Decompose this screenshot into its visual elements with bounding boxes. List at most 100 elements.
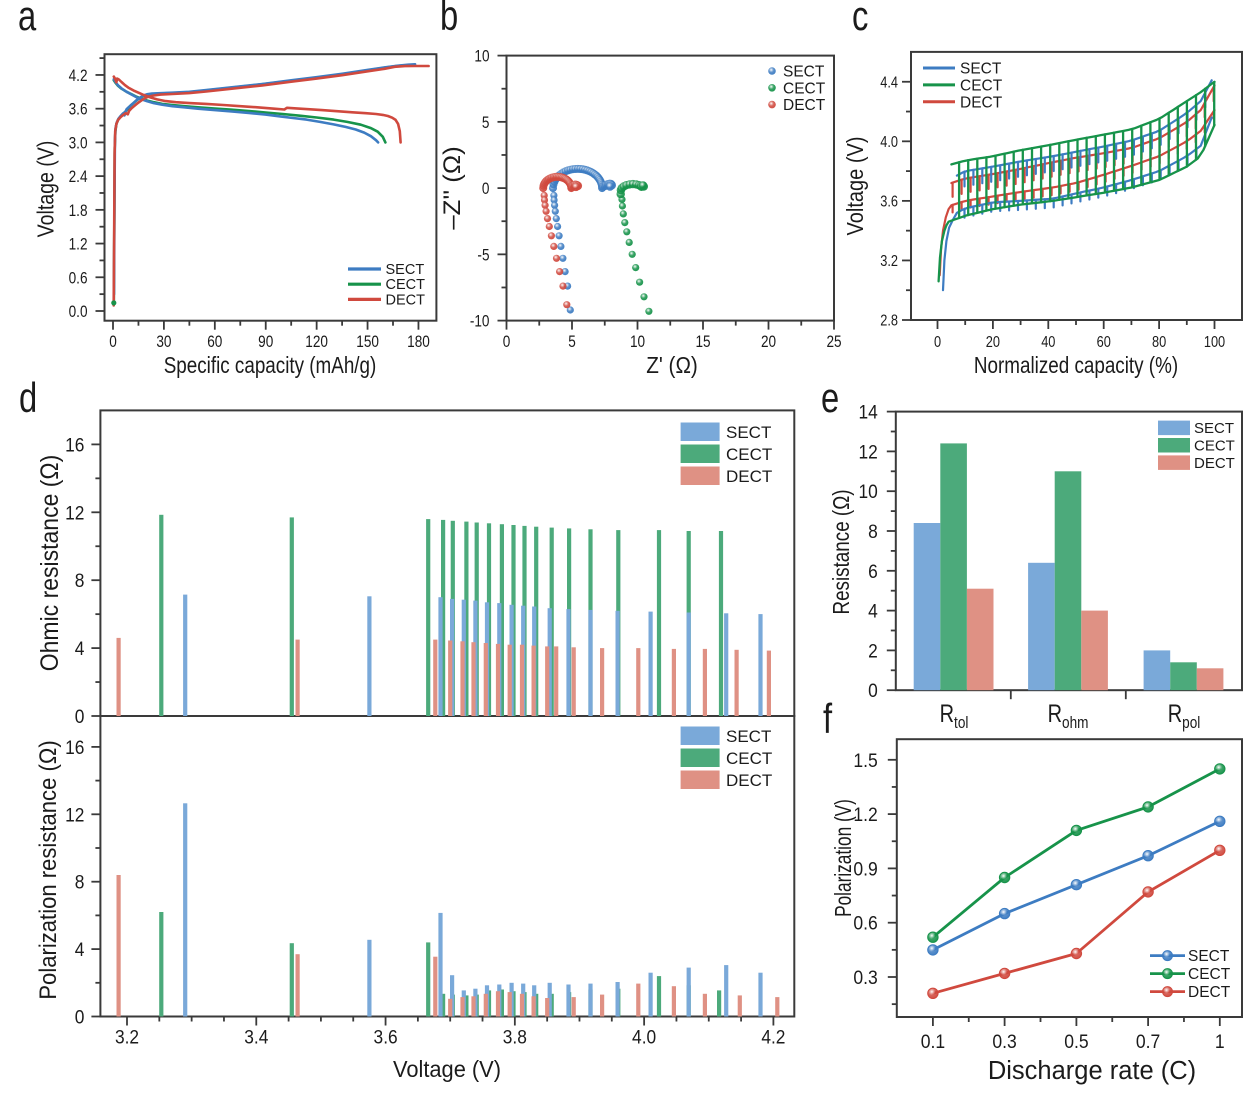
svg-text:0: 0 [503, 333, 511, 352]
svg-text:4: 4 [868, 600, 878, 622]
svg-text:Ohmic resistance (Ω): Ohmic resistance (Ω) [36, 455, 64, 672]
svg-text:CECT: CECT [783, 80, 826, 97]
svg-text:Resistance (Ω): Resistance (Ω) [829, 489, 854, 614]
svg-text:0.1: 0.1 [921, 1030, 945, 1052]
svg-text:8: 8 [75, 569, 85, 591]
svg-text:SECT: SECT [726, 727, 771, 746]
svg-text:CECT: CECT [386, 277, 426, 293]
svg-text:20: 20 [986, 334, 1000, 352]
svg-text:10: 10 [630, 333, 645, 352]
svg-text:3.6: 3.6 [374, 1026, 398, 1048]
svg-text:80: 80 [1152, 334, 1166, 352]
svg-text:Normalized capacity (%): Normalized capacity (%) [974, 353, 1178, 378]
svg-text:DECT: DECT [386, 292, 426, 308]
svg-text:SECT: SECT [726, 423, 771, 442]
svg-text:Voltage (V): Voltage (V) [393, 1056, 501, 1082]
svg-text:2.8: 2.8 [880, 312, 898, 330]
svg-text:–Z'' (Ω): –Z'' (Ω) [439, 146, 466, 229]
svg-text:Voltage (V): Voltage (V) [33, 141, 59, 238]
svg-text:3.2: 3.2 [115, 1026, 139, 1048]
svg-text:60: 60 [1097, 334, 1111, 352]
svg-text:Polarization (V): Polarization (V) [832, 799, 857, 917]
svg-text:60: 60 [207, 333, 222, 352]
svg-text:b: b [440, 0, 458, 39]
svg-text:0: 0 [482, 180, 490, 199]
svg-text:3.6: 3.6 [880, 193, 898, 211]
svg-text:CECT: CECT [726, 445, 772, 464]
svg-text:SECT: SECT [386, 262, 425, 278]
svg-text:20: 20 [761, 333, 776, 352]
svg-text:150: 150 [356, 333, 379, 352]
svg-text:5: 5 [568, 333, 576, 352]
svg-text:3.6: 3.6 [69, 100, 88, 119]
svg-text:c: c [852, 0, 868, 39]
svg-text:0.7: 0.7 [1136, 1030, 1160, 1052]
svg-text:0: 0 [868, 679, 878, 701]
svg-text:15: 15 [695, 333, 710, 352]
svg-text:Specific capacity (mAh/g): Specific capacity (mAh/g) [164, 353, 377, 378]
svg-text:0: 0 [934, 334, 941, 352]
svg-text:30: 30 [156, 333, 171, 352]
svg-text:Z' (Ω): Z' (Ω) [646, 352, 698, 378]
svg-text:12: 12 [65, 501, 84, 523]
svg-text:90: 90 [258, 333, 273, 352]
svg-text:DECT: DECT [960, 94, 1003, 111]
svg-text:10: 10 [474, 47, 489, 66]
svg-text:DECT: DECT [726, 771, 772, 790]
svg-text:4.2: 4.2 [69, 67, 88, 86]
svg-text:8: 8 [75, 871, 85, 893]
svg-text:0: 0 [109, 333, 117, 352]
svg-text:SECT: SECT [1194, 420, 1234, 437]
svg-text:f: f [823, 695, 833, 742]
svg-text:120: 120 [305, 333, 328, 352]
svg-text:12: 12 [65, 803, 84, 825]
svg-text:40: 40 [1041, 334, 1055, 352]
svg-text:CECT: CECT [726, 749, 772, 768]
svg-text:1.2: 1.2 [853, 803, 877, 825]
svg-text:16: 16 [65, 736, 84, 758]
svg-text:4.2: 4.2 [761, 1026, 785, 1048]
svg-text:16: 16 [65, 433, 84, 455]
svg-text:0.6: 0.6 [69, 269, 88, 288]
svg-text:8: 8 [868, 520, 878, 542]
svg-text:4: 4 [75, 637, 85, 659]
svg-text:SECT: SECT [960, 61, 1002, 78]
svg-text:0.6: 0.6 [853, 912, 877, 934]
svg-text:2: 2 [868, 639, 878, 661]
svg-text:4: 4 [75, 938, 85, 960]
svg-text:3.0: 3.0 [69, 134, 88, 153]
svg-text:e: e [821, 374, 839, 421]
svg-text:1.5: 1.5 [853, 749, 877, 771]
svg-text:SECT: SECT [1188, 948, 1230, 965]
svg-text:Polarization resistance (Ω): Polarization resistance (Ω) [34, 740, 61, 999]
svg-text:0.9: 0.9 [853, 858, 877, 880]
svg-text:4.0: 4.0 [880, 134, 898, 152]
svg-text:4.4: 4.4 [880, 74, 898, 92]
svg-text:14: 14 [859, 401, 878, 423]
svg-text:3.4: 3.4 [244, 1026, 268, 1048]
svg-text:3.2: 3.2 [880, 253, 898, 271]
svg-text:CECT: CECT [960, 77, 1003, 94]
svg-text:CECT: CECT [1188, 966, 1231, 983]
svg-text:CECT: CECT [1194, 438, 1235, 455]
svg-text:4.0: 4.0 [632, 1026, 656, 1048]
svg-text:-10: -10 [470, 312, 490, 331]
svg-text:0.3: 0.3 [992, 1030, 1016, 1052]
svg-text:0.5: 0.5 [1064, 1030, 1088, 1052]
svg-text:-5: -5 [477, 246, 489, 265]
svg-text:6: 6 [868, 560, 878, 582]
svg-text:DECT: DECT [1188, 984, 1231, 1001]
svg-text:Discharge rate (C): Discharge rate (C) [988, 1057, 1196, 1085]
svg-text:Voltage (V): Voltage (V) [842, 137, 869, 236]
svg-text:2.4: 2.4 [69, 168, 88, 187]
svg-text:DECT: DECT [783, 97, 826, 114]
svg-text:SECT: SECT [783, 64, 825, 81]
svg-text:1.2: 1.2 [69, 235, 88, 254]
svg-text:0: 0 [75, 705, 85, 727]
svg-text:d: d [19, 374, 37, 421]
svg-text:DECT: DECT [1194, 455, 1235, 472]
svg-text:0.3: 0.3 [853, 966, 877, 988]
svg-text:5: 5 [482, 113, 490, 132]
svg-text:1: 1 [1215, 1030, 1225, 1052]
svg-text:0.0: 0.0 [69, 303, 88, 322]
